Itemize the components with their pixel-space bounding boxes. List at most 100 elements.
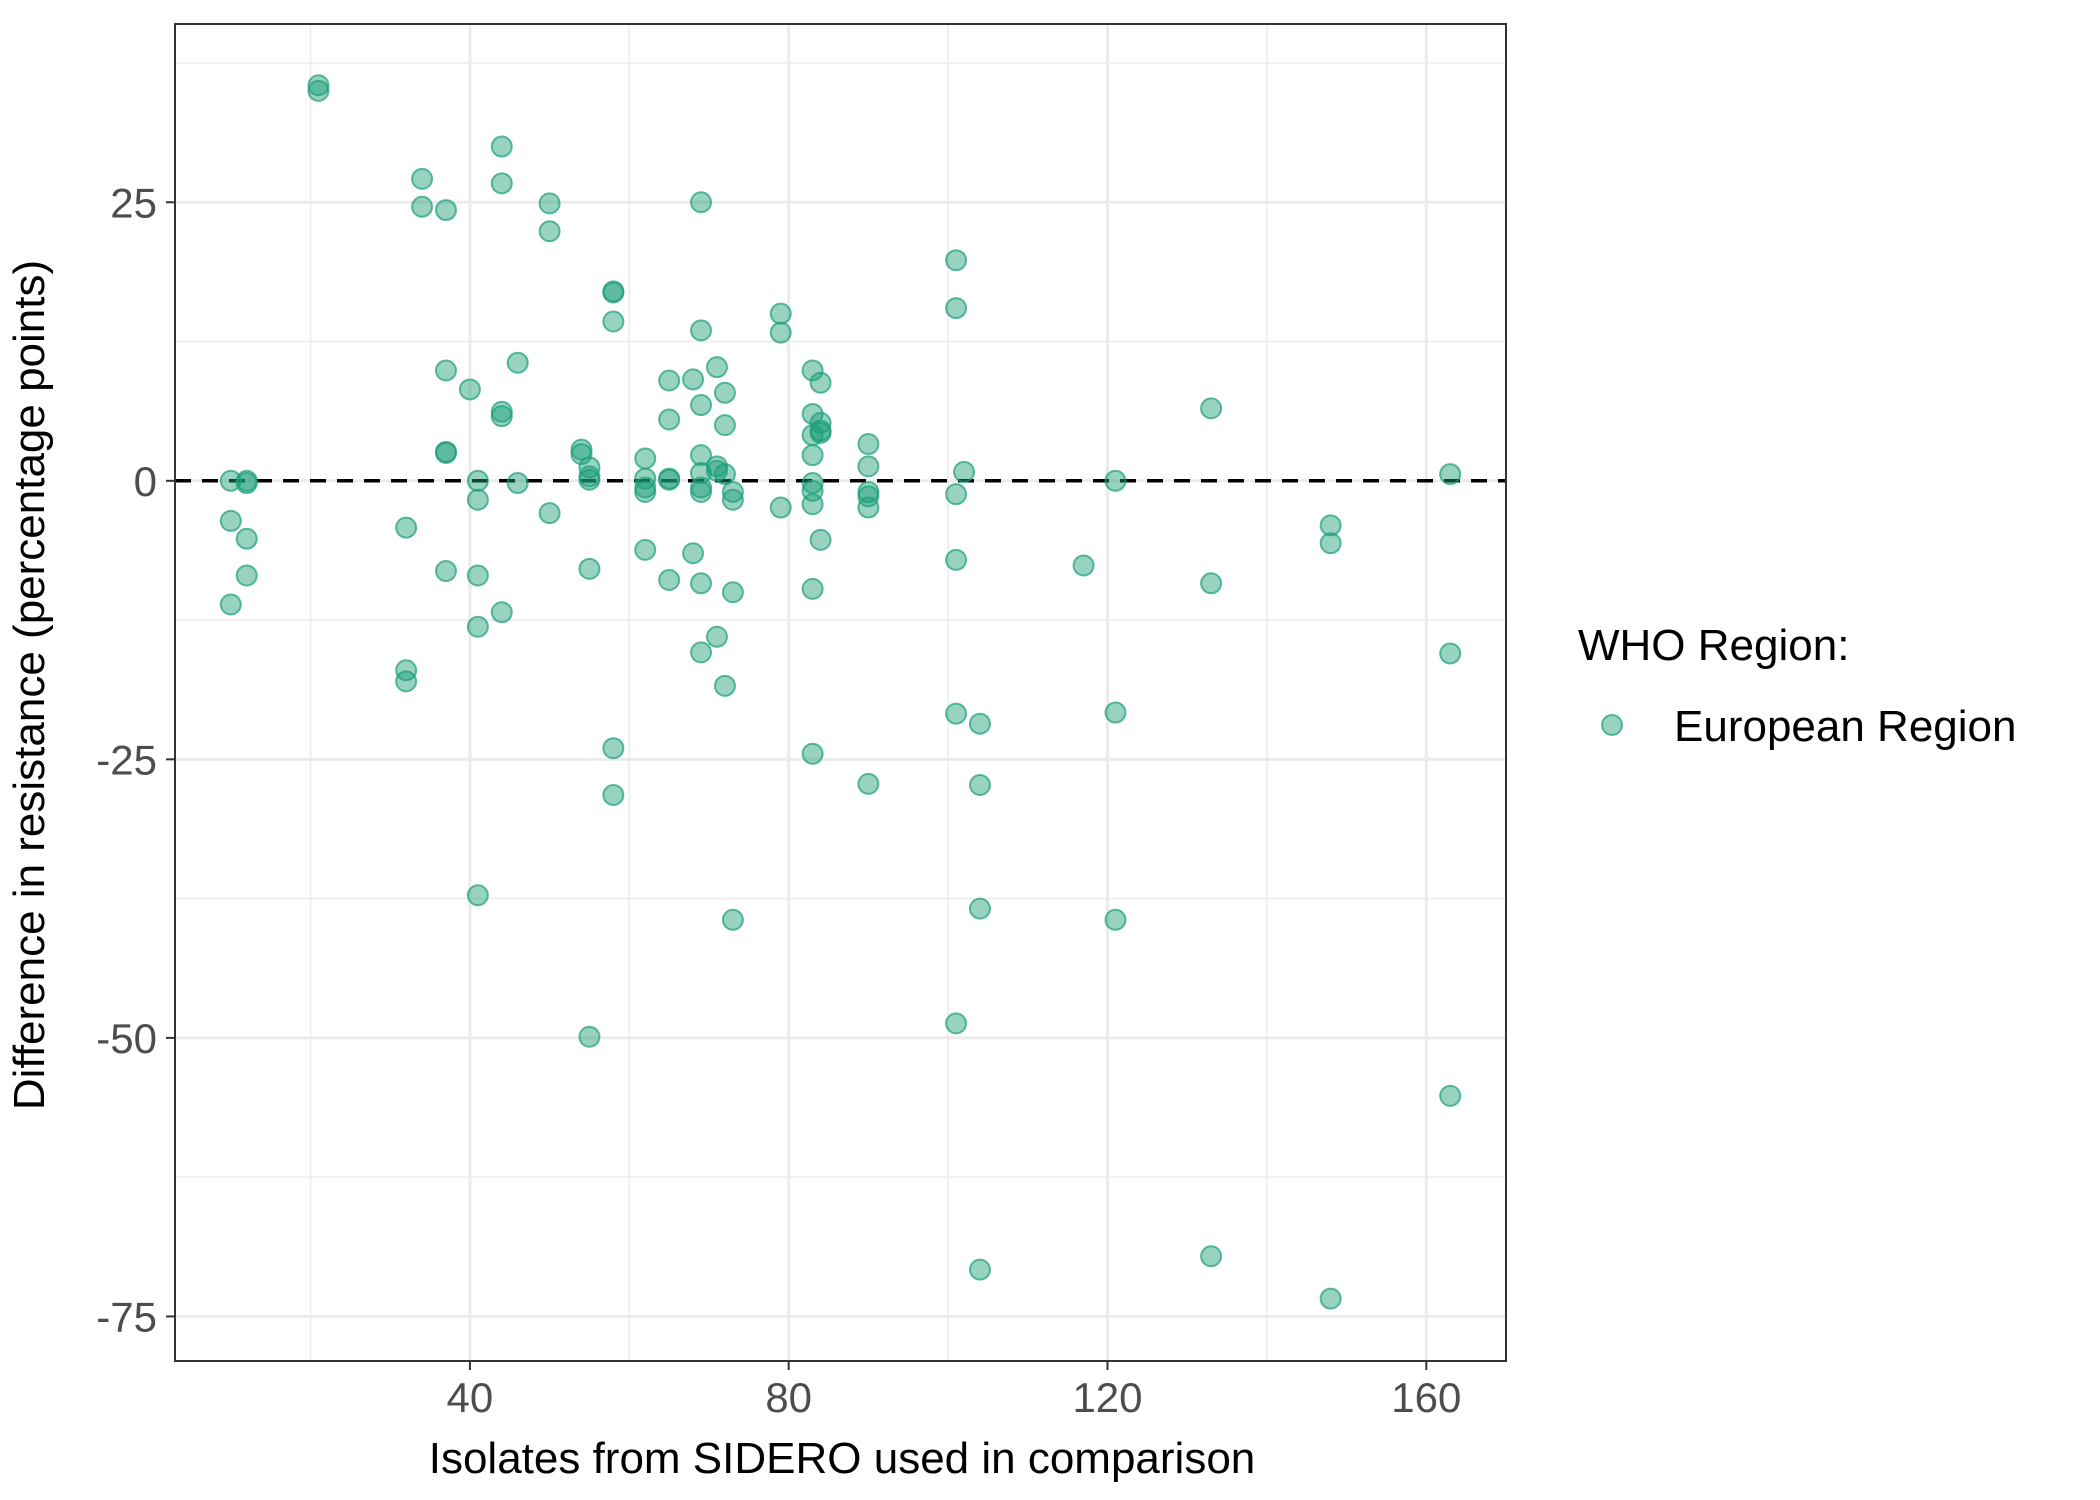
legend-label-european-region: European Region (1674, 702, 2016, 751)
data-point (466, 615, 489, 638)
data-point (690, 394, 713, 417)
data-point (1072, 554, 1095, 577)
data-point (968, 712, 991, 735)
data-point (634, 480, 657, 503)
data-point (506, 351, 529, 374)
data-point (466, 469, 489, 492)
data-point (690, 191, 713, 214)
data-point (466, 564, 489, 587)
data-point (578, 557, 601, 580)
legend-key-european-region (1601, 714, 1623, 736)
data-point (690, 572, 713, 595)
data-point (411, 167, 434, 190)
data-point (769, 496, 792, 519)
data-point (538, 220, 561, 243)
y-tick-label: -75 (96, 1293, 157, 1340)
data-point (945, 702, 968, 725)
data-point (578, 1025, 601, 1048)
data-point (801, 359, 824, 382)
data-point (602, 784, 625, 807)
data-point (235, 564, 258, 587)
data-point (705, 356, 728, 379)
data-point (434, 359, 457, 382)
data-point (490, 601, 513, 624)
data-point (713, 463, 736, 486)
data-point (690, 641, 713, 664)
data-point (466, 488, 489, 511)
data-points (219, 74, 1462, 1310)
data-point (490, 172, 513, 195)
data-point (682, 368, 705, 391)
data-point (490, 135, 513, 158)
data-point (490, 405, 513, 428)
data-point (857, 772, 880, 795)
x-axis-ticks: 40 80 120 160 (447, 1361, 1461, 1421)
data-point (434, 441, 457, 464)
data-point (945, 297, 968, 320)
data-point (466, 884, 489, 907)
data-point (658, 568, 681, 591)
x-tick-label: 160 (1391, 1374, 1461, 1421)
data-point (857, 455, 880, 478)
data-point (578, 456, 601, 479)
data-point (721, 581, 744, 604)
data-point (634, 538, 657, 561)
data-point (945, 1012, 968, 1035)
data-point (578, 468, 601, 491)
x-tick-label: 40 (447, 1374, 494, 1421)
minor-gridlines (175, 24, 1506, 1361)
data-point (538, 502, 561, 525)
data-point (1104, 908, 1127, 931)
data-point (713, 381, 736, 404)
y-tick-label: 0 (134, 458, 157, 505)
data-point (857, 485, 880, 508)
data-point (721, 480, 744, 503)
data-point (801, 742, 824, 765)
data-point (307, 79, 330, 102)
data-point (945, 548, 968, 571)
data-point (458, 378, 481, 401)
data-point (682, 542, 705, 565)
data-point (411, 195, 434, 218)
data-point (857, 496, 880, 519)
data-point (721, 488, 744, 511)
data-point (857, 433, 880, 456)
data-point (219, 469, 242, 492)
data-point (1319, 514, 1342, 537)
data-point (602, 737, 625, 760)
data-point (235, 527, 258, 550)
data-point (713, 674, 736, 697)
data-point (769, 321, 792, 344)
data-point (307, 74, 330, 97)
data-point (1319, 532, 1342, 555)
data-point (1439, 1084, 1462, 1107)
data-point (769, 302, 792, 325)
data-point (219, 509, 242, 532)
legend: WHO Region: European Region (1578, 621, 2016, 751)
data-point (434, 560, 457, 583)
data-point (801, 472, 824, 495)
data-point (1200, 572, 1223, 595)
data-point (395, 659, 418, 682)
y-tick-label: -50 (96, 1015, 157, 1062)
data-point (538, 192, 561, 215)
y-axis-ticks: 25 0 -25 -50 -75 (96, 179, 175, 1340)
data-point (395, 670, 418, 693)
x-axis-title: Isolates from SIDERO used in comparison (429, 1434, 1256, 1483)
data-point (1200, 1245, 1223, 1268)
data-point (658, 468, 681, 491)
data-point (690, 480, 713, 503)
plot-panel-border (174, 23, 1507, 1362)
data-point (602, 310, 625, 333)
data-point (1104, 469, 1127, 492)
data-point (1439, 642, 1462, 665)
major-gridlines (175, 24, 1506, 1361)
data-point (945, 483, 968, 506)
data-point (801, 444, 824, 467)
data-point (1439, 463, 1462, 486)
data-point (602, 281, 625, 304)
data-point (634, 447, 657, 470)
data-point (801, 493, 824, 516)
